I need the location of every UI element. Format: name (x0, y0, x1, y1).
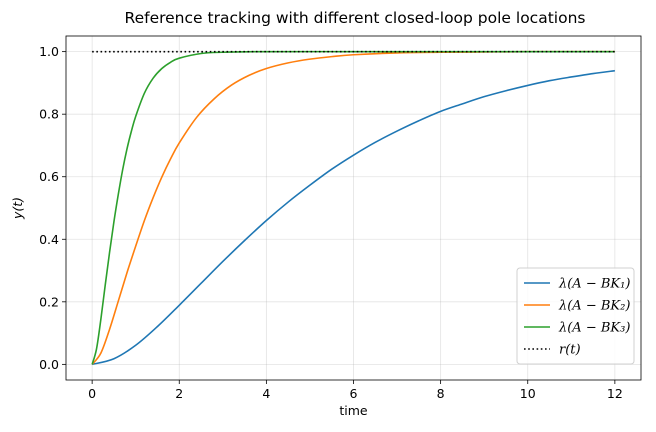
y-tick-label: 1.0 (39, 44, 59, 59)
legend-label-2: λ(A − BK₂) (558, 299, 630, 314)
legend-label-4: r(t) (559, 343, 581, 358)
y-tick-label: 0.2 (39, 294, 59, 309)
x-tick-label: 2 (175, 386, 183, 401)
axis-ticks: 0 2 4 6 8 10 12 0.0 0.2 0.4 0.6 0.8 1.0 (39, 44, 623, 401)
series-lines (91, 50, 615, 366)
y-tick-label: 0.8 (39, 107, 59, 122)
legend-label-1: λ(A − BK₁) (558, 277, 630, 292)
x-tick-label: 0 (88, 386, 96, 401)
x-axis-label: time (339, 403, 368, 418)
chart-title: Reference tracking with different closed… (125, 9, 586, 27)
x-tick-label: 6 (350, 386, 358, 401)
legend-box (516, 267, 635, 365)
x-tick-label: 8 (437, 386, 445, 401)
y-tick-label: 0.4 (39, 232, 59, 247)
series-line-1 (91, 69, 615, 366)
legend-label-3: λ(A − BK₃) (558, 321, 630, 336)
x-tick-label: 12 (607, 386, 623, 401)
y-tick-label: 0.6 (39, 169, 59, 184)
x-tick-label: 4 (262, 386, 270, 401)
x-tick-label: 10 (520, 386, 536, 401)
y-tick-label: 0.0 (39, 357, 59, 372)
legend: λ(A − BK₁) λ(A − BK₂) λ(A − BK₃) r(t) (516, 267, 635, 365)
y-axis-label: y(t) (10, 197, 25, 220)
